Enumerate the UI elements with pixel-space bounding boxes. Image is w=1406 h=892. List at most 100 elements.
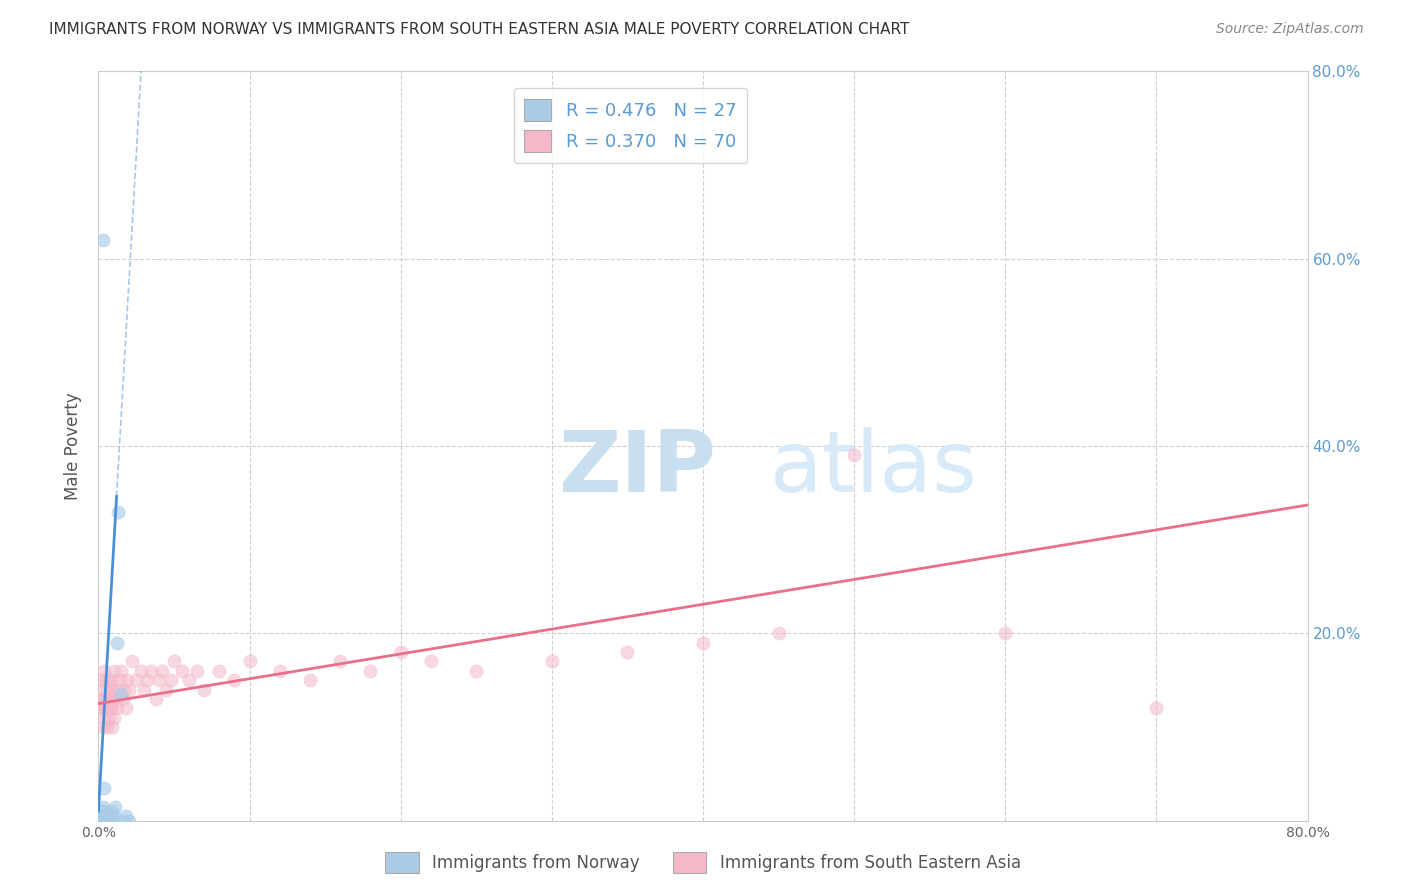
Point xyxy=(91,809,114,823)
Point xyxy=(100,701,122,715)
Point xyxy=(96,682,118,697)
Point xyxy=(118,814,141,828)
Point xyxy=(96,720,118,734)
Point xyxy=(141,664,163,678)
Point xyxy=(90,809,112,823)
Point xyxy=(90,805,112,819)
Point xyxy=(91,805,114,819)
Point xyxy=(110,664,132,678)
Point xyxy=(89,692,111,706)
Point xyxy=(135,673,157,688)
Point xyxy=(98,814,121,828)
Point xyxy=(93,780,115,795)
Point xyxy=(844,449,866,463)
Point xyxy=(103,664,125,678)
Point xyxy=(104,799,127,814)
Legend: R = 0.476   N = 27, R = 0.370   N = 70: R = 0.476 N = 27, R = 0.370 N = 70 xyxy=(513,88,748,162)
Point xyxy=(93,809,115,823)
Point xyxy=(94,692,117,706)
Point xyxy=(98,710,121,724)
Point xyxy=(91,682,114,697)
Point xyxy=(1144,701,1167,715)
Point xyxy=(465,664,488,678)
Point xyxy=(125,673,148,688)
Point xyxy=(101,673,124,688)
Point xyxy=(110,687,132,701)
Point xyxy=(93,664,115,678)
Point xyxy=(107,682,129,697)
Point xyxy=(94,805,117,819)
Point xyxy=(299,673,322,688)
Point xyxy=(101,720,124,734)
Point xyxy=(768,626,790,640)
Point xyxy=(112,682,135,697)
Point xyxy=(104,692,127,706)
Point xyxy=(93,710,115,724)
Point xyxy=(101,692,124,706)
Point xyxy=(94,673,117,688)
Point xyxy=(107,505,129,519)
Point xyxy=(114,809,136,823)
Point xyxy=(96,814,118,828)
Point xyxy=(91,692,114,706)
Point xyxy=(148,673,170,688)
Point xyxy=(91,720,114,734)
Point xyxy=(105,635,128,649)
Point xyxy=(100,809,122,823)
Text: Source: ZipAtlas.com: Source: ZipAtlas.com xyxy=(1216,22,1364,37)
Point xyxy=(90,701,112,715)
Point xyxy=(91,799,114,814)
Text: IMMIGRANTS FROM NORWAY VS IMMIGRANTS FROM SOUTH EASTERN ASIA MALE POVERTY CORREL: IMMIGRANTS FROM NORWAY VS IMMIGRANTS FRO… xyxy=(49,22,910,37)
Point xyxy=(91,814,114,828)
Point xyxy=(540,655,562,669)
Point xyxy=(93,701,115,715)
Legend: Immigrants from Norway, Immigrants from South Eastern Asia: Immigrants from Norway, Immigrants from … xyxy=(378,846,1028,880)
Point xyxy=(103,710,125,724)
Point xyxy=(90,673,112,688)
Point xyxy=(94,701,117,715)
Point xyxy=(121,655,143,669)
Point xyxy=(105,701,128,715)
Point xyxy=(118,682,141,697)
Point xyxy=(208,664,231,678)
Point xyxy=(132,682,155,697)
Point xyxy=(994,626,1017,640)
Point xyxy=(616,645,638,659)
Point xyxy=(150,664,173,678)
Point xyxy=(163,655,186,669)
Point xyxy=(692,635,714,649)
Point xyxy=(96,701,118,715)
Point xyxy=(360,664,382,678)
Point xyxy=(100,701,122,715)
Text: ZIP: ZIP xyxy=(558,427,716,510)
Point xyxy=(98,673,121,688)
Point xyxy=(179,673,201,688)
Point xyxy=(93,814,115,828)
Point xyxy=(155,682,177,697)
Point xyxy=(239,655,262,669)
Point xyxy=(193,682,215,697)
Point xyxy=(114,701,136,715)
Point xyxy=(224,673,246,688)
Point xyxy=(108,673,131,688)
Point xyxy=(115,673,138,688)
Y-axis label: Male Poverty: Male Poverty xyxy=(65,392,83,500)
Point xyxy=(101,805,124,819)
Point xyxy=(91,233,114,247)
Point xyxy=(100,682,122,697)
Point xyxy=(329,655,352,669)
Point xyxy=(96,809,118,823)
Point xyxy=(98,692,121,706)
Point xyxy=(170,664,193,678)
Point xyxy=(103,809,125,823)
Point xyxy=(269,664,291,678)
Point xyxy=(111,692,134,706)
Text: atlas: atlas xyxy=(769,427,977,510)
Point xyxy=(420,655,443,669)
Point xyxy=(160,673,183,688)
Point xyxy=(129,664,152,678)
Point xyxy=(145,692,167,706)
Point xyxy=(186,664,208,678)
Point xyxy=(89,814,111,828)
Point xyxy=(94,814,117,828)
